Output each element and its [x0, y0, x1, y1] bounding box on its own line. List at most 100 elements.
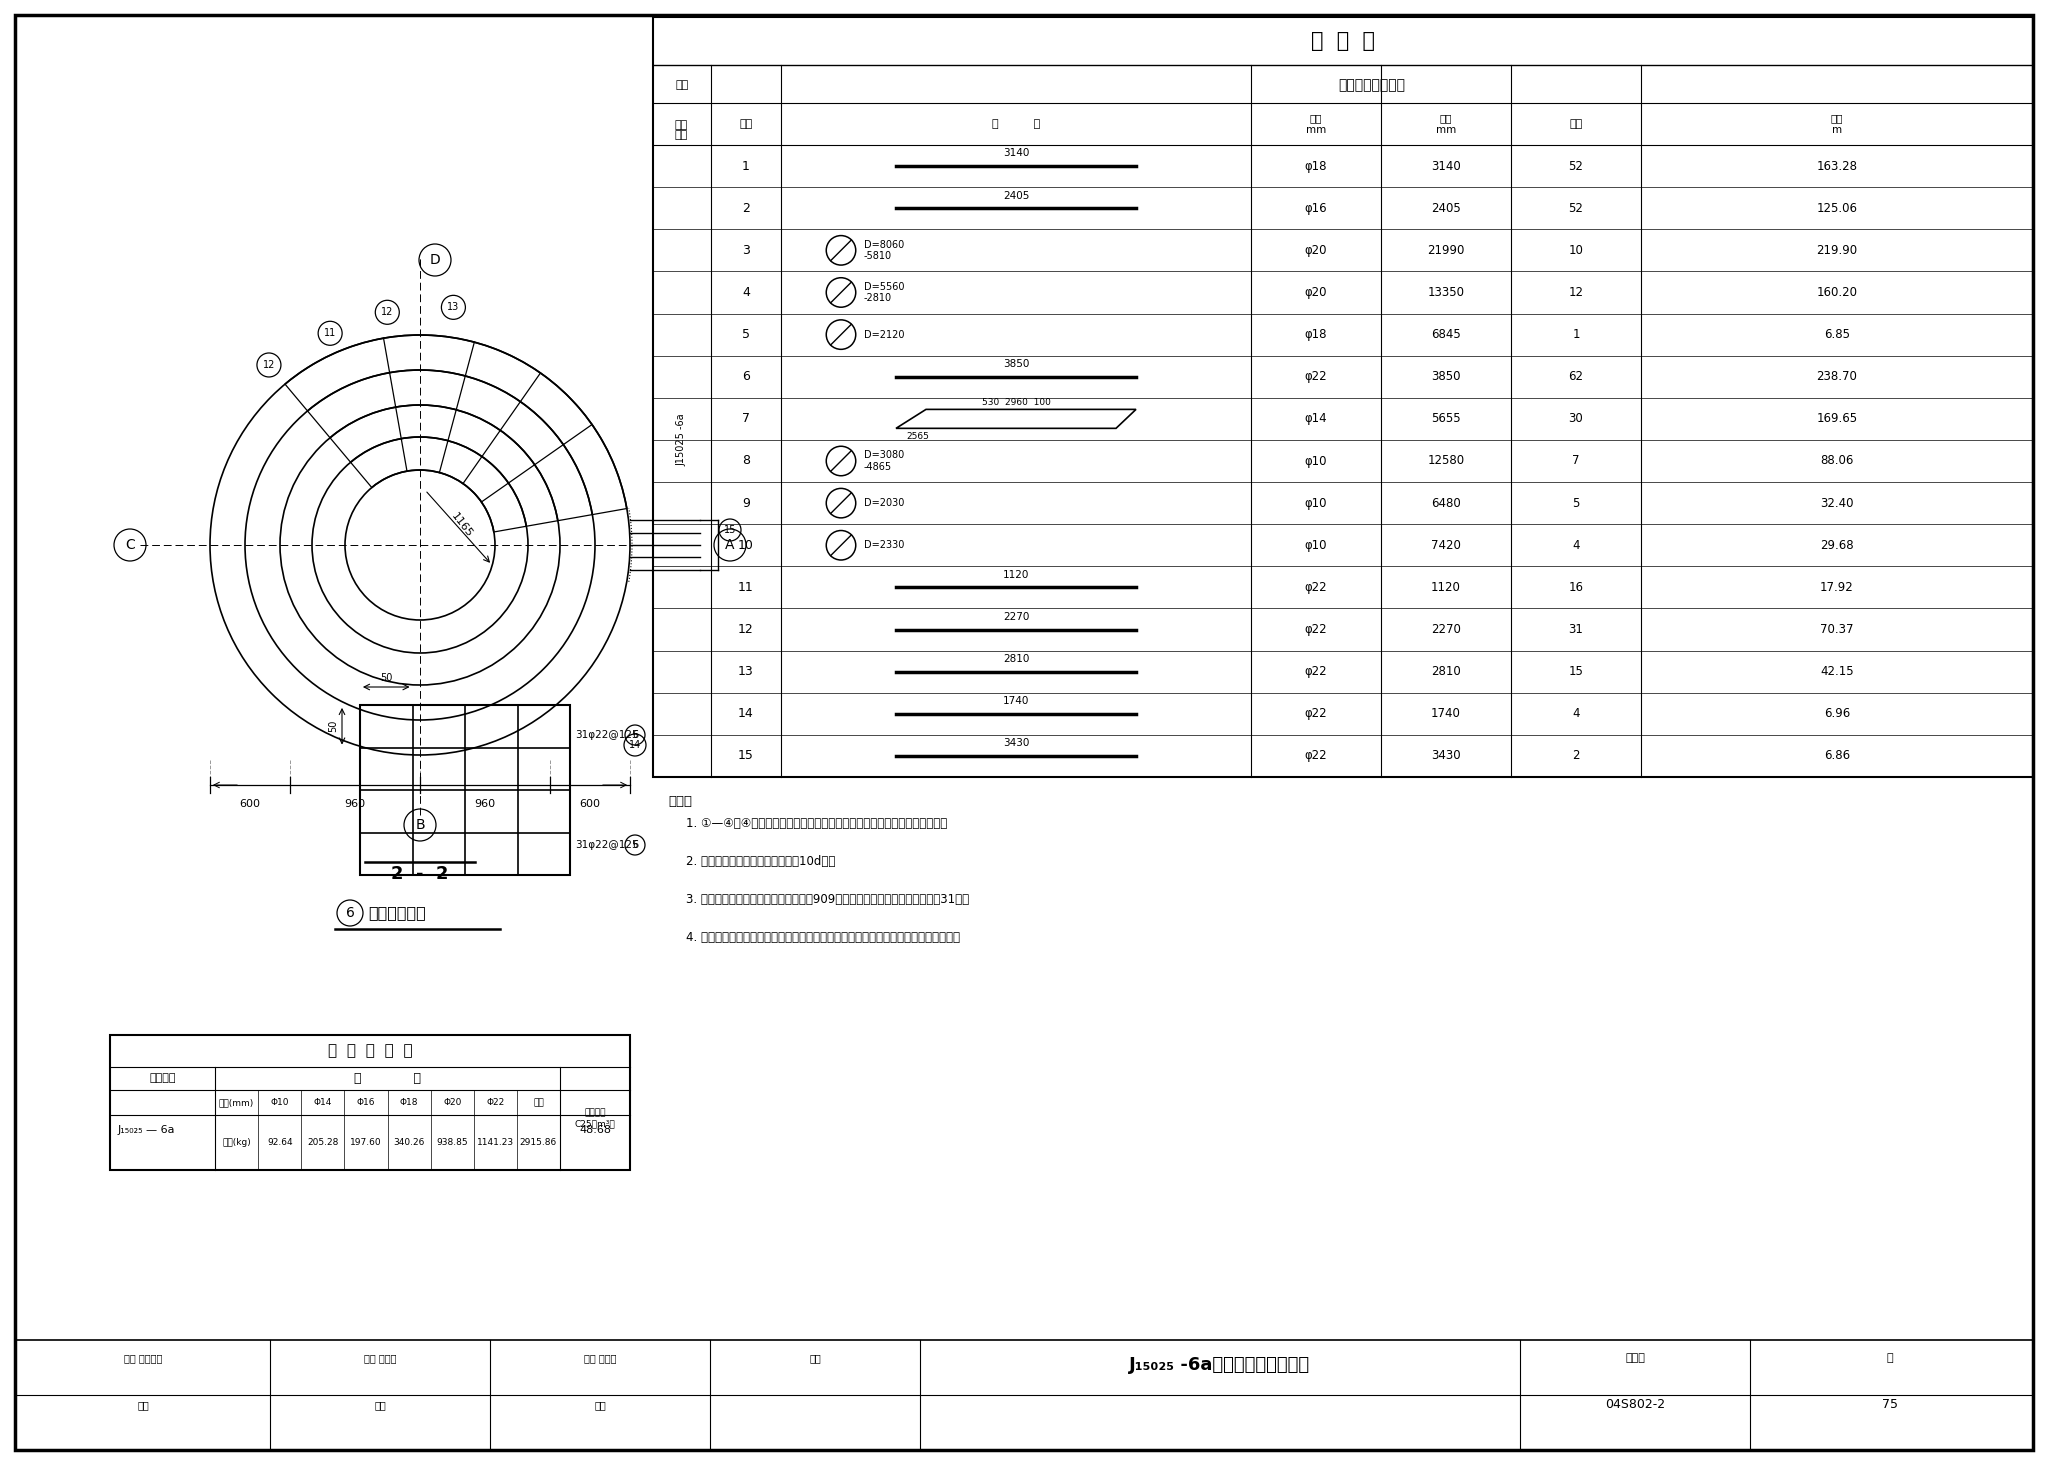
Text: 11: 11	[324, 328, 336, 338]
Text: J15025 -6a: J15025 -6a	[676, 413, 686, 466]
Text: D=2330: D=2330	[864, 541, 903, 551]
Text: 5655: 5655	[1432, 412, 1460, 425]
Text: 938.85: 938.85	[436, 1138, 469, 1147]
Text: 3: 3	[741, 243, 750, 256]
Text: 169.65: 169.65	[1817, 412, 1858, 425]
Text: φ20: φ20	[1305, 286, 1327, 299]
Text: 5: 5	[741, 328, 750, 341]
Text: 鑉  筋  表: 鑉 筋 表	[1311, 31, 1374, 51]
Text: 70.37: 70.37	[1821, 623, 1853, 636]
Text: 4. 基坑开挖后，应请原勘察单位进行验槽，确认符合设计要求后立即施工垫层和基础。: 4. 基坑开挖后，应请原勘察单位进行验槽，确认符合设计要求后立即施工垫层和基础。	[686, 930, 961, 943]
Bar	[111, 1034, 631, 1171]
Text: 一个构件的鑉筋表: 一个构件的鑉筋表	[1339, 78, 1405, 92]
Text: φ22: φ22	[1305, 750, 1327, 762]
Text: 163.28: 163.28	[1817, 160, 1858, 173]
Text: 04S802-2: 04S802-2	[1606, 1399, 1665, 1411]
Text: 构件名称: 构件名称	[150, 1074, 176, 1084]
Text: 9: 9	[741, 497, 750, 510]
Text: φ22: φ22	[1305, 623, 1327, 636]
Text: 13: 13	[737, 665, 754, 678]
Text: 1120: 1120	[1432, 582, 1460, 593]
Text: φ22: φ22	[1305, 582, 1327, 593]
Text: 构件: 构件	[676, 81, 688, 89]
Text: 1120: 1120	[1004, 570, 1030, 580]
Text: 219.90: 219.90	[1817, 243, 1858, 256]
Text: 2270: 2270	[1432, 623, 1460, 636]
Text: 1740: 1740	[1004, 696, 1030, 706]
Text: 图集号: 图集号	[1624, 1354, 1645, 1362]
Text: 2405: 2405	[1432, 202, 1460, 215]
Text: D=2120: D=2120	[864, 330, 905, 340]
Text: 13350: 13350	[1427, 286, 1464, 299]
Text: 12: 12	[1569, 286, 1583, 299]
Text: 个数: 个数	[674, 130, 688, 141]
Text: 4: 4	[1573, 539, 1579, 552]
Text: 50: 50	[381, 672, 393, 683]
Text: 5: 5	[1573, 497, 1579, 510]
Text: 12: 12	[262, 360, 274, 371]
Text: 15: 15	[723, 524, 735, 535]
Text: 14: 14	[737, 708, 754, 721]
Text: B: B	[416, 817, 424, 832]
Text: 直径
mm: 直径 mm	[1307, 113, 1327, 135]
Text: 52: 52	[1569, 160, 1583, 173]
Text: 3140: 3140	[1004, 148, 1030, 158]
Text: φ22: φ22	[1305, 708, 1327, 721]
Text: 31φ22@125: 31φ22@125	[575, 839, 639, 850]
Text: 6845: 6845	[1432, 328, 1460, 341]
Text: 6: 6	[633, 839, 639, 850]
Text: Φ14: Φ14	[313, 1097, 332, 1108]
Text: 7: 7	[741, 412, 750, 425]
Text: 2810: 2810	[1004, 653, 1030, 664]
Text: φ18: φ18	[1305, 328, 1327, 341]
Text: J₁₅₀₂₅ — 6a: J₁₅₀₂₅ — 6a	[119, 1125, 176, 1135]
Text: 16: 16	[1569, 582, 1583, 593]
Text: 12580: 12580	[1427, 454, 1464, 467]
Text: 8: 8	[741, 454, 750, 467]
Text: D=8060
-5810: D=8060 -5810	[864, 240, 903, 261]
Text: 29.68: 29.68	[1821, 539, 1853, 552]
Text: 205.28: 205.28	[307, 1138, 338, 1147]
Text: φ10: φ10	[1305, 454, 1327, 467]
Text: 960: 960	[475, 798, 496, 809]
Text: 根数: 根数	[1569, 119, 1583, 129]
Text: 50: 50	[328, 721, 338, 732]
Text: C: C	[125, 538, 135, 552]
Text: 600: 600	[240, 798, 260, 809]
Text: 材  料  用  量  表: 材 料 用 量 表	[328, 1043, 412, 1059]
Text: 6: 6	[741, 371, 750, 384]
Text: φ14: φ14	[1305, 412, 1327, 425]
Text: 1: 1	[1573, 328, 1579, 341]
Text: 长度
mm: 长度 mm	[1436, 113, 1456, 135]
Text: 3850: 3850	[1432, 371, 1460, 384]
Text: 直径(mm): 直径(mm)	[219, 1097, 254, 1108]
Text: 14: 14	[629, 740, 641, 750]
Text: 设计: 设计	[594, 1401, 606, 1409]
Text: 530  2960  100: 530 2960 100	[981, 398, 1051, 407]
Text: φ22: φ22	[1305, 371, 1327, 384]
Text: 2405: 2405	[1004, 190, 1030, 201]
Text: 1740: 1740	[1432, 708, 1460, 721]
Text: 校对 陈显声: 校对 陈显声	[365, 1354, 395, 1362]
Text: 4: 4	[741, 286, 750, 299]
Text: 88.06: 88.06	[1821, 454, 1853, 467]
Text: 2: 2	[741, 202, 750, 215]
Text: 48.68: 48.68	[580, 1125, 610, 1135]
Text: 1141.23: 1141.23	[477, 1138, 514, 1147]
Text: 1165: 1165	[449, 511, 475, 539]
Text: 设计 王文溥: 设计 王文溥	[584, 1354, 616, 1362]
Text: 21990: 21990	[1427, 243, 1464, 256]
Text: 7: 7	[1573, 454, 1579, 467]
Text: 13: 13	[446, 302, 459, 312]
Text: 6: 6	[346, 905, 354, 920]
Text: 2: 2	[1573, 750, 1579, 762]
Text: 92.64: 92.64	[266, 1138, 293, 1147]
Text: 6.96: 6.96	[1825, 708, 1849, 721]
Text: φ10: φ10	[1305, 497, 1327, 510]
Text: J₁₅₀₂₅ -6a模板、配筋图（二）: J₁₅₀₂₅ -6a模板、配筋图（二）	[1128, 1357, 1311, 1374]
Text: 编号: 编号	[739, 119, 752, 129]
Text: 1: 1	[741, 160, 750, 173]
Text: A: A	[725, 538, 735, 552]
Bar	[360, 705, 569, 875]
Text: 鑉             筋: 鑉 筋	[354, 1072, 422, 1086]
